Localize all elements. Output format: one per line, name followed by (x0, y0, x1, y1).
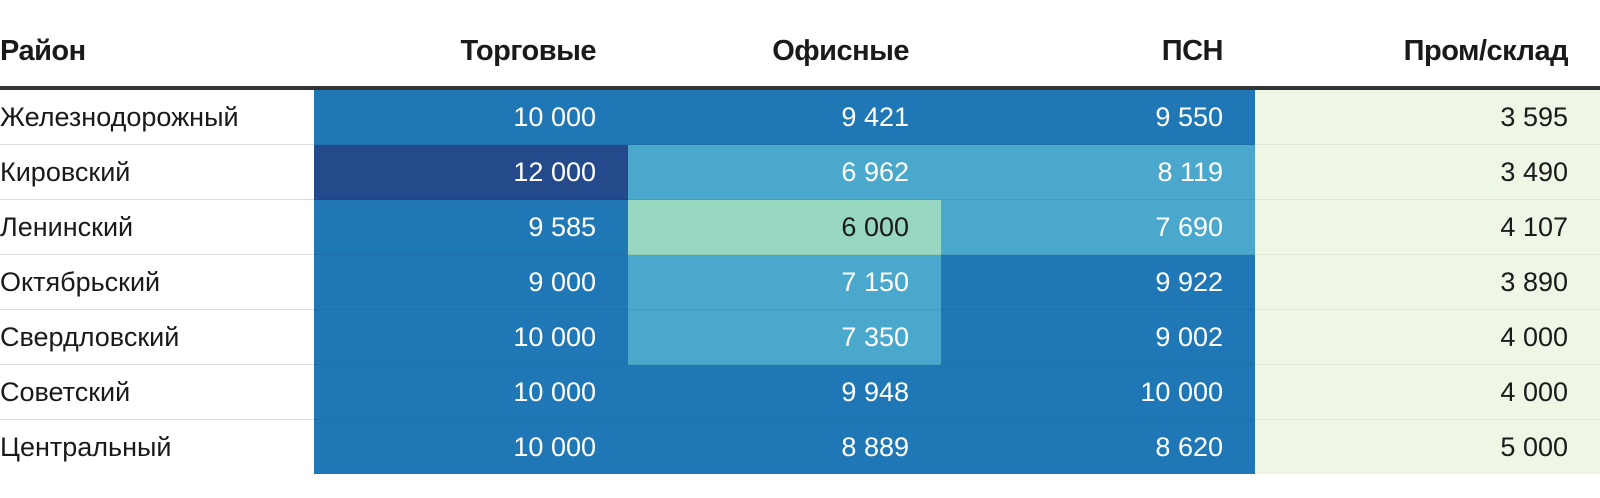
cell-psn: 10 000 (941, 364, 1255, 420)
cell-industrial: 4 107 (1255, 199, 1600, 255)
table-row: Свердловский 10 000 7 350 9 002 4 000 (0, 309, 1600, 365)
cell-office: 9 948 (628, 364, 941, 420)
cell-retail: 10 000 (314, 88, 628, 145)
table-header: Район Торговые Офисные ПСН Пром/склад (0, 16, 1600, 90)
cell-retail: 9 585 (314, 199, 628, 255)
table-row: Ленинский 9 585 6 000 7 690 4 107 (0, 199, 1600, 255)
cell-psn: 9 922 (941, 254, 1255, 310)
cell-industrial: 3 890 (1255, 254, 1600, 310)
cell-retail: 10 000 (314, 309, 628, 365)
cell-industrial: 4 000 (1255, 309, 1600, 365)
district-label: Кировский (0, 144, 314, 200)
cell-office: 6 962 (628, 144, 941, 200)
cell-office: 9 421 (628, 88, 941, 145)
cell-office: 8 889 (628, 419, 941, 474)
table-row: Кировский 12 000 6 962 8 119 3 490 (0, 144, 1600, 200)
table-row: Железнодорожный 10 000 9 421 9 550 3 595 (0, 88, 1600, 145)
header-row: Район Торговые Офисные ПСН Пром/склад (0, 16, 1600, 90)
cell-industrial: 5 000 (1255, 419, 1600, 474)
table-body: Железнодорожный 10 000 9 421 9 550 3 595 Киро… (0, 88, 1600, 474)
cell-office: 7 350 (628, 309, 941, 365)
heatmap-table: Район Торговые Офисные ПСН Пром/склад Же… (0, 16, 1600, 474)
cell-retail: 10 000 (314, 364, 628, 420)
header-industrial: Пром/склад (1255, 16, 1600, 90)
cell-psn: 7 690 (941, 199, 1255, 255)
cell-retail: 10 000 (314, 419, 628, 474)
cell-psn: 8 620 (941, 419, 1255, 474)
district-label: Центральный (0, 419, 314, 474)
district-label: Ленинский (0, 199, 314, 255)
cell-industrial: 3 490 (1255, 144, 1600, 200)
table-row: Советский 10 000 9 948 10 000 4 000 (0, 364, 1600, 420)
cell-psn: 9 002 (941, 309, 1255, 365)
district-label: Октябрьский (0, 254, 314, 310)
cell-industrial: 4 000 (1255, 364, 1600, 420)
cell-retail: 9 000 (314, 254, 628, 310)
district-label: Свердловский (0, 309, 314, 365)
cell-office: 7 150 (628, 254, 941, 310)
header-retail: Торговые (314, 16, 628, 90)
cell-psn: 8 119 (941, 144, 1255, 200)
header-psn: ПСН (941, 16, 1255, 90)
cell-office: 6 000 (628, 199, 941, 255)
table-row: Октябрьский 9 000 7 150 9 922 3 890 (0, 254, 1600, 310)
cell-industrial: 3 595 (1255, 88, 1600, 145)
district-label: Советский (0, 364, 314, 420)
header-office: Офисные (628, 16, 941, 90)
table-row: Центральный 10 000 8 889 8 620 5 000 (0, 419, 1600, 474)
district-label: Железнодорожный (0, 88, 314, 145)
cell-retail: 12 000 (314, 144, 628, 200)
header-district: Район (0, 16, 314, 90)
cell-psn: 9 550 (941, 88, 1255, 145)
